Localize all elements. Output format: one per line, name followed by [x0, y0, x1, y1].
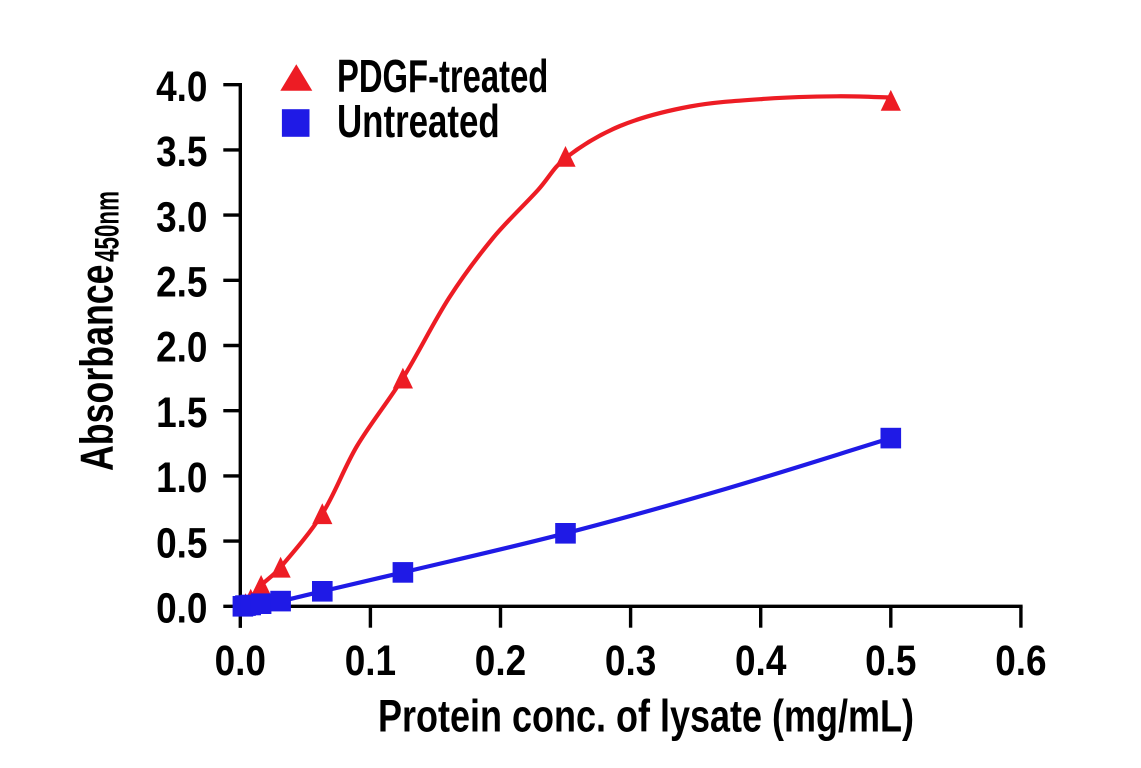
svg-text:450nm: 450nm	[89, 191, 127, 262]
svg-text:1.0: 1.0	[156, 455, 207, 502]
svg-text:PDGF-treated: PDGF-treated	[337, 52, 548, 103]
svg-text:0.0: 0.0	[215, 637, 266, 684]
svg-text:2.5: 2.5	[156, 259, 207, 306]
svg-text:0.1: 0.1	[345, 637, 396, 684]
svg-text:0.5: 0.5	[865, 637, 916, 684]
svg-text:0.4: 0.4	[735, 637, 787, 684]
svg-text:0.6: 0.6	[995, 637, 1046, 684]
svg-text:2.0: 2.0	[156, 324, 207, 371]
svg-text:3.5: 3.5	[156, 129, 207, 176]
svg-text:Absorbance: Absorbance	[71, 264, 122, 471]
svg-text:3.0: 3.0	[156, 194, 207, 241]
svg-text:0.5: 0.5	[156, 520, 207, 567]
svg-text:0.3: 0.3	[605, 637, 656, 684]
svg-text:0.2: 0.2	[475, 637, 526, 684]
svg-text:Untreated: Untreated	[337, 95, 500, 147]
svg-text:Protein conc. of lysate (mg/mL: Protein conc. of lysate (mg/mL)	[378, 691, 914, 742]
svg-text:1.5: 1.5	[156, 389, 207, 436]
svg-text:4.0: 4.0	[156, 63, 207, 110]
svg-text:0.0: 0.0	[156, 585, 207, 632]
